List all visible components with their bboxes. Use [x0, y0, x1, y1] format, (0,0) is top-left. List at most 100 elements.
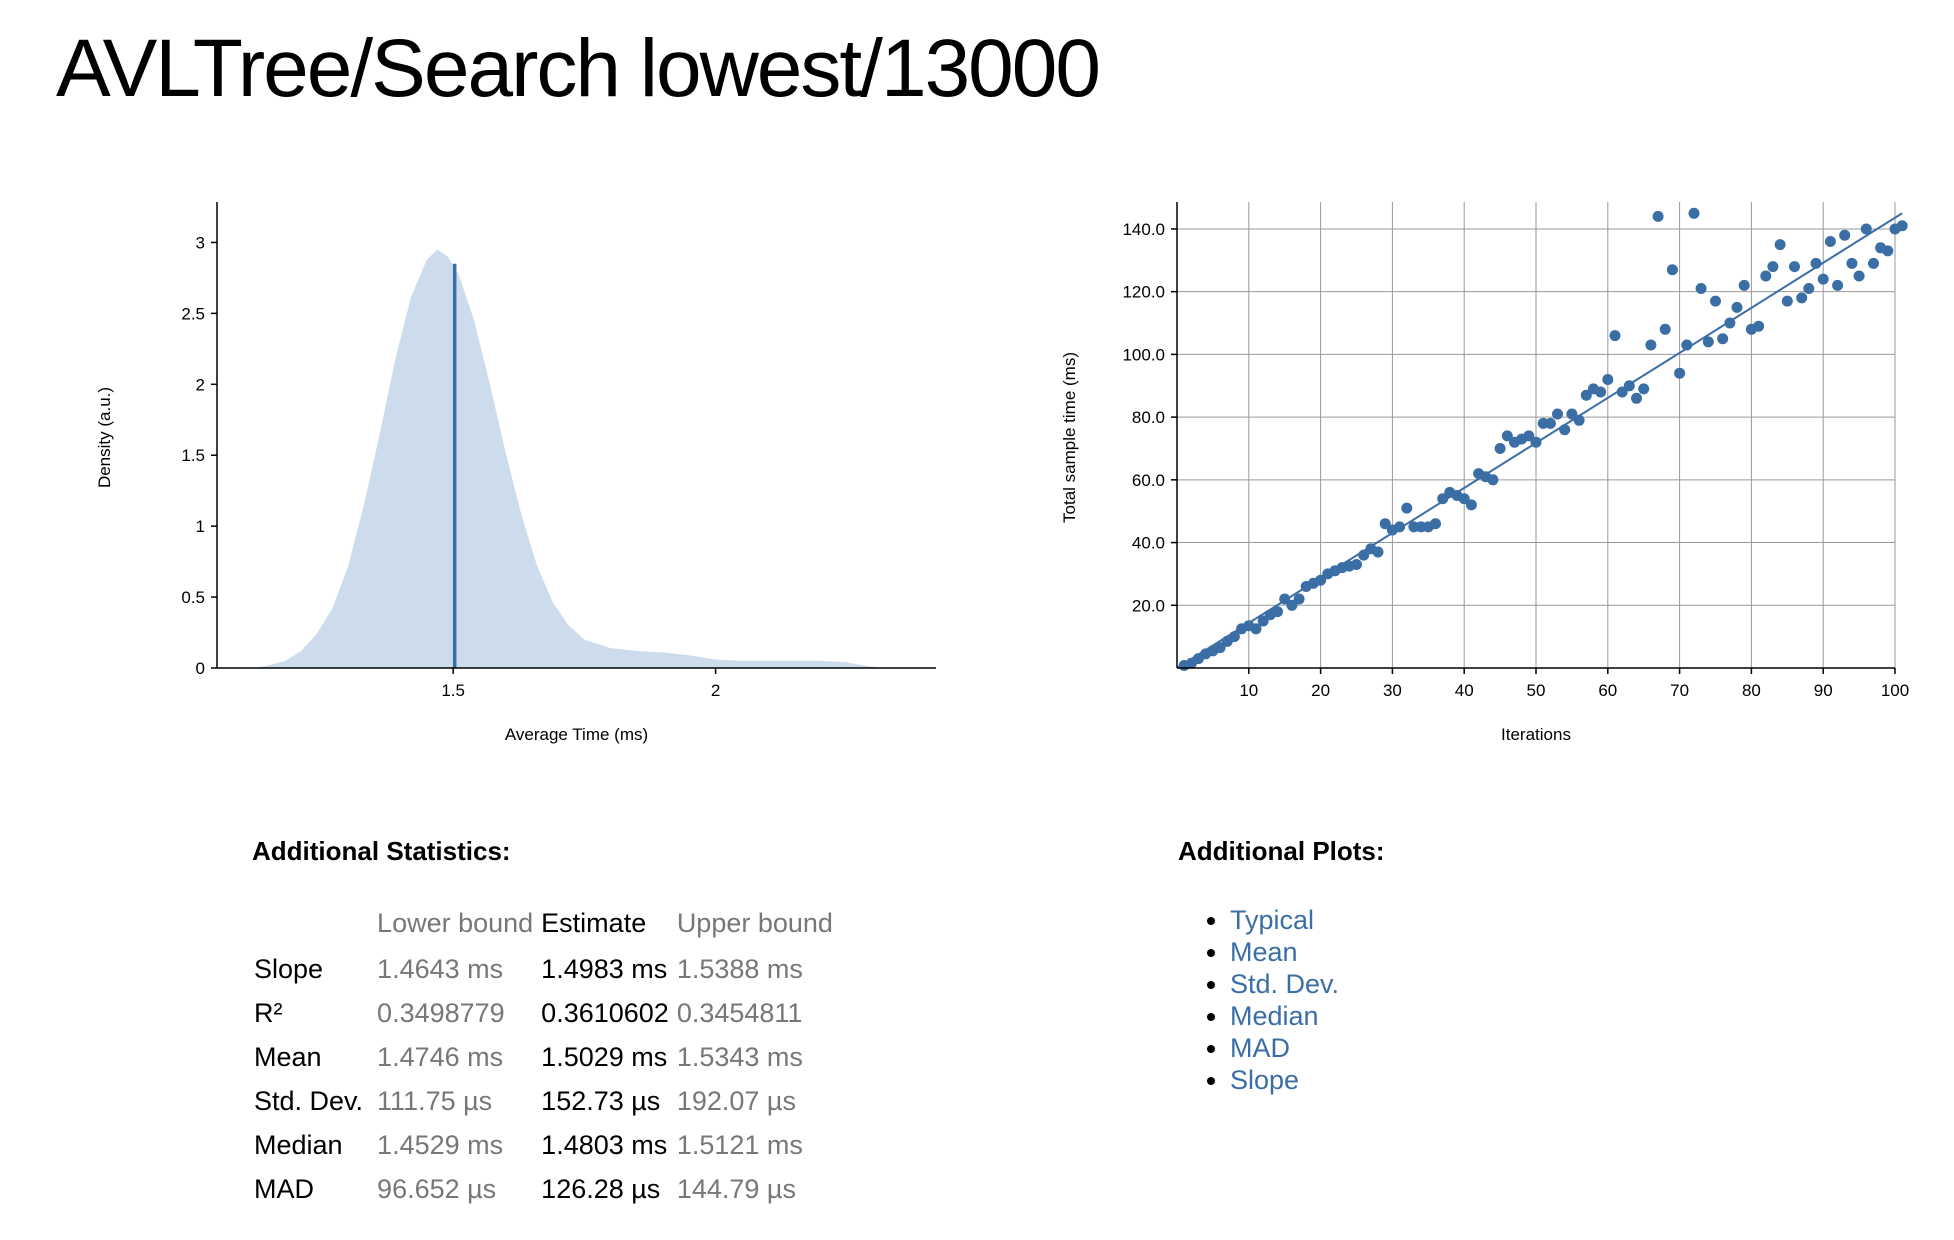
- table-row: Mean 1.4746 ms 1.5029 ms 1.5343 ms: [250, 1035, 837, 1079]
- sample-point: [1257, 615, 1269, 627]
- sample-point: [1760, 270, 1772, 282]
- sample-point: [1832, 279, 1844, 291]
- sample-point: [1853, 270, 1865, 282]
- plot-link-median[interactable]: Median: [1230, 1001, 1319, 1031]
- additional-statistics-heading: Additional Statistics:: [252, 836, 511, 866]
- sample-point: [1702, 336, 1714, 348]
- sample-point: [1710, 295, 1721, 307]
- sample-point: [1616, 386, 1628, 398]
- sample-point: [1401, 502, 1413, 514]
- x-tick-label: 90: [1814, 681, 1833, 700]
- density-plot: 0 0.5 1 1.5 2 2.5 3 1.5 2 Average Time (ms) Densit…: [80, 190, 960, 770]
- estimate-value: 126.28 µs: [541, 1174, 661, 1204]
- sample-point: [1695, 283, 1707, 294]
- sample-point: [1781, 295, 1793, 307]
- regression-plot-svg: 20.0 40.0 60.0 80.0 100.0 120.0 140.0 10 20 30 40 5…: [1060, 202, 1909, 744]
- table-row: Slope 1.4643 ms 1.4983 ms 1.5388 ms: [250, 947, 837, 991]
- plot-link-std-dev[interactable]: Std. Dev.: [1230, 969, 1340, 999]
- sample-point: [1437, 493, 1449, 505]
- sample-point: [1631, 392, 1642, 404]
- table-row: Std. Dev. 111.75 µs 152.73 µs 192.07 µs: [250, 1079, 837, 1123]
- sample-point: [1465, 499, 1477, 511]
- y-tick-label: 0: [196, 659, 205, 678]
- x-tick-label: 100: [1881, 681, 1909, 700]
- list-item: Typical: [1230, 904, 1339, 936]
- estimate-value: 1.5029 ms: [541, 1042, 668, 1072]
- y-tick-label: 1.5: [181, 446, 205, 465]
- sample-point: [1372, 546, 1384, 558]
- sample-point: [1652, 210, 1664, 222]
- list-item: Std. Dev.: [1230, 968, 1339, 1000]
- lower-bound-value: 111.75 µs: [377, 1086, 493, 1116]
- estimate-value: 1.4803 ms: [541, 1130, 668, 1160]
- lower-bound-value: 96.652 µs: [377, 1174, 497, 1204]
- upper-bound-value: 144.79 µs: [676, 1174, 796, 1204]
- sample-point: [1358, 549, 1370, 561]
- plot-link-mean[interactable]: Mean: [1230, 937, 1298, 967]
- plot-link-mad[interactable]: MAD: [1230, 1033, 1290, 1063]
- x-tick-label: 60: [1598, 681, 1617, 700]
- sample-point: [1228, 631, 1240, 643]
- sample-point: [1882, 245, 1894, 257]
- sample-point: [1824, 236, 1836, 247]
- sample-point: [1839, 229, 1851, 241]
- sample-point: [1559, 424, 1571, 436]
- x-tick-label: 1.5: [441, 681, 465, 700]
- sample-point: [1717, 333, 1729, 345]
- y-axis-label: Density (a.u.): [95, 387, 114, 488]
- list-item: Mean: [1230, 936, 1339, 968]
- sample-point: [1817, 273, 1829, 285]
- sample-point: [1214, 642, 1226, 654]
- x-tick-label: 80: [1742, 681, 1761, 700]
- regression-plot: 20.0 40.0 60.0 80.0 100.0 120.0 140.0 10 20 30 40 5…: [1040, 190, 1920, 770]
- sample-point: [1544, 417, 1556, 429]
- sample-point: [1789, 261, 1800, 273]
- sample-point: [1279, 593, 1291, 605]
- y-tick-label: 100.0: [1122, 345, 1165, 364]
- sample-point: [1458, 493, 1470, 505]
- sample-point: [1552, 408, 1563, 420]
- sample-point: [1523, 430, 1535, 442]
- sample-point: [1530, 436, 1542, 448]
- estimate-value: 1.4983 ms: [541, 954, 668, 984]
- row-label: Std. Dev.: [254, 1086, 364, 1116]
- upper-bound-value: 0.3454811: [676, 998, 803, 1028]
- sample-point: [1681, 339, 1693, 351]
- x-tick-label: 40: [1455, 681, 1474, 700]
- sample-point: [1803, 283, 1815, 294]
- additional-plots-list: Typical Mean Std. Dev. Median MAD Slope: [1230, 904, 1339, 1096]
- sample-point: [1272, 606, 1283, 618]
- y-tick-label: 20.0: [1132, 596, 1165, 615]
- row-label: Mean: [254, 1042, 322, 1072]
- sample-point: [1623, 380, 1635, 392]
- sample-point: [1293, 593, 1305, 605]
- y-axis-label: Total sample time (ms): [1060, 352, 1079, 523]
- sample-point: [1688, 207, 1700, 219]
- row-label: R²: [254, 998, 283, 1028]
- plot-link-typical[interactable]: Typical: [1230, 905, 1315, 935]
- sample-point: [1796, 292, 1808, 304]
- plot-link-slope[interactable]: Slope: [1230, 1065, 1300, 1095]
- header-empty: [250, 906, 373, 947]
- sample-point: [1674, 367, 1686, 379]
- y-tick-label: 120.0: [1122, 283, 1165, 302]
- sample-point: [1609, 330, 1621, 342]
- list-item: MAD: [1230, 1032, 1339, 1064]
- sample-point: [1724, 317, 1736, 329]
- x-tick-label: 30: [1383, 681, 1402, 700]
- y-tick-label: 40.0: [1132, 534, 1165, 553]
- table-row: R² 0.3498779 0.3610602 0.3454811: [250, 991, 837, 1035]
- sample-point: [1487, 474, 1499, 486]
- lower-bound-value: 1.4529 ms: [377, 1130, 504, 1160]
- upper-bound-value: 1.5121 ms: [676, 1130, 803, 1160]
- y-tick-label: 80.0: [1132, 408, 1165, 427]
- sample-point: [1659, 323, 1671, 335]
- y-tick-label: 3: [196, 233, 205, 252]
- y-tick-label: 0.5: [181, 588, 205, 607]
- sample-point: [1896, 220, 1908, 232]
- sample-point: [1501, 430, 1513, 442]
- statistics-header-row: Lower bound Estimate Upper bound: [250, 906, 837, 947]
- list-item: Median: [1230, 1000, 1339, 1032]
- sample-point: [1860, 223, 1872, 235]
- header-lower-bound: Lower bound: [377, 908, 534, 938]
